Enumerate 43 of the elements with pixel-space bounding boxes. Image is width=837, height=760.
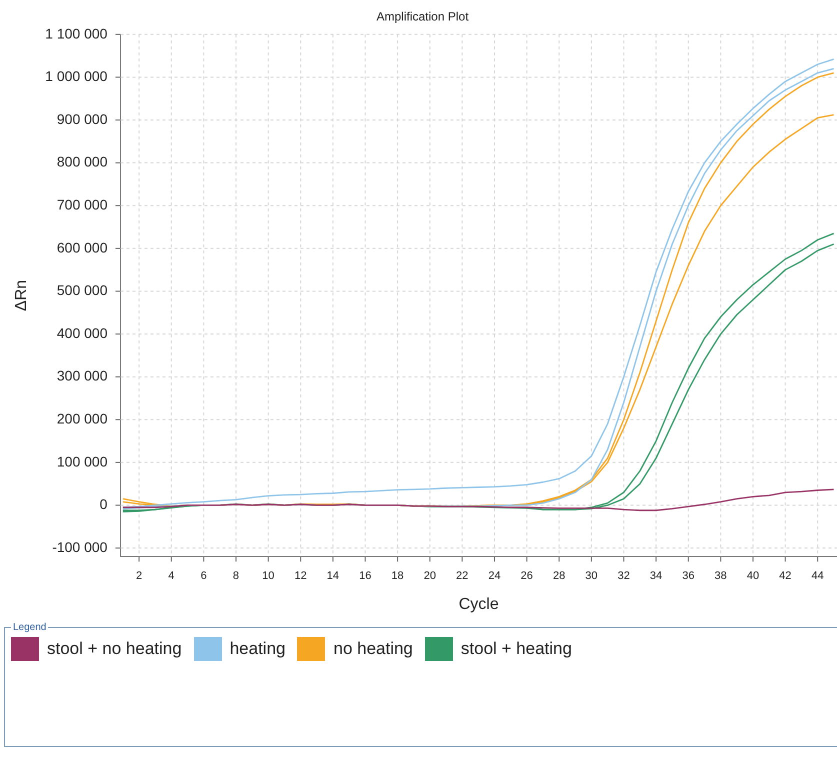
x-tick-label: 36 bbox=[682, 570, 694, 582]
y-tick-label: -100 000 bbox=[52, 538, 108, 555]
x-tick-label: 14 bbox=[326, 570, 340, 582]
chart-title: Amplification Plot bbox=[376, 10, 470, 24]
y-axis-title: ΔRn bbox=[13, 280, 30, 312]
x-tick-label: 10 bbox=[262, 570, 274, 582]
x-tick-label: 12 bbox=[294, 570, 307, 582]
y-tick-label: 900 000 bbox=[56, 110, 108, 127]
y-tick-label: 800 000 bbox=[56, 154, 108, 170]
x-tick-label: 20 bbox=[424, 570, 436, 582]
y-tick-label: 300 000 bbox=[56, 368, 108, 384]
x-tick-label: 44 bbox=[811, 570, 824, 582]
x-tick-label: 40 bbox=[746, 570, 760, 582]
y-tick-label: 1 000 000 bbox=[45, 68, 108, 84]
x-tick-label: 30 bbox=[585, 570, 598, 582]
x-tick-label: 34 bbox=[650, 570, 662, 582]
legend-label: stool + no heating bbox=[47, 639, 182, 659]
x-tick-label: 28 bbox=[552, 570, 566, 582]
x-tick-label: 26 bbox=[520, 570, 533, 582]
y-tick-label: 200 000 bbox=[56, 410, 108, 426]
y-tick-label: 1 100 000 bbox=[45, 25, 108, 42]
x-axis-title: Cycle bbox=[458, 596, 499, 613]
x-tick-label: 38 bbox=[714, 570, 727, 582]
x-tick-label: 24 bbox=[488, 570, 501, 582]
legend-title: Legend bbox=[12, 622, 48, 633]
y-tick-label: 600 000 bbox=[56, 239, 108, 256]
legend-label: no heating bbox=[333, 639, 413, 659]
legend-label: stool + heating bbox=[460, 639, 572, 659]
x-tick-label: 2 bbox=[136, 570, 142, 582]
y-tick-label: 100 000 bbox=[56, 453, 108, 470]
x-tick-label: 42 bbox=[779, 570, 792, 582]
x-tick-label: 6 bbox=[200, 570, 207, 582]
y-tick-label: 0 bbox=[100, 496, 108, 512]
x-tick-label: 32 bbox=[618, 570, 630, 582]
x-tick-label: 18 bbox=[391, 570, 404, 582]
y-tick-label: 400 000 bbox=[56, 324, 108, 341]
legend-label: heating bbox=[230, 639, 286, 659]
y-tick-label: 500 000 bbox=[56, 282, 108, 298]
x-tick-label: 4 bbox=[168, 570, 174, 582]
y-tick-label: 700 000 bbox=[56, 196, 108, 212]
x-tick-label: 8 bbox=[232, 570, 240, 582]
x-tick-label: 16 bbox=[359, 570, 372, 582]
x-tick-label: 22 bbox=[456, 570, 468, 582]
